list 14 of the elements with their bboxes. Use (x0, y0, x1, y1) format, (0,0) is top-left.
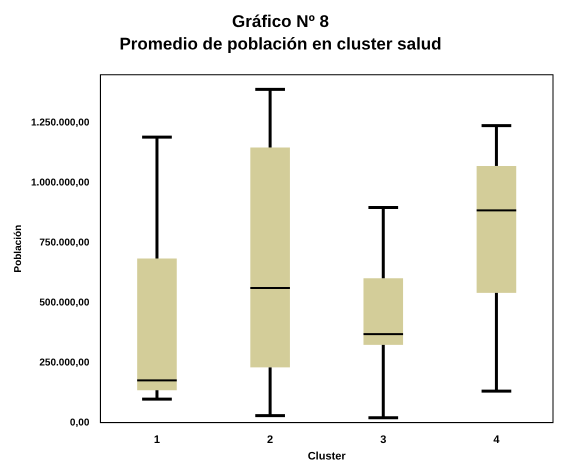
x-tick-label: 1 (154, 434, 160, 446)
y-tick-label: 0,00 (70, 417, 90, 428)
x-tick-label: 3 (380, 434, 386, 446)
y-tick-label: 500.000,00 (39, 297, 90, 308)
y-axis-title: Población (12, 224, 24, 273)
x-axis-title: Cluster (308, 450, 346, 462)
y-tick-label: 1.250.000,00 (31, 118, 90, 129)
chart-title: Gráfico Nº 8 (232, 12, 329, 31)
y-tick-label: 250.000,00 (39, 357, 90, 368)
y-tick-label: 1.000.000,00 (31, 177, 90, 188)
x-tick-label: 4 (493, 434, 500, 446)
x-tick-label: 2 (267, 434, 274, 446)
y-tick-label: 750.000,00 (39, 237, 90, 248)
chart-subtitle: Promedio de población en cluster salud (119, 34, 442, 54)
